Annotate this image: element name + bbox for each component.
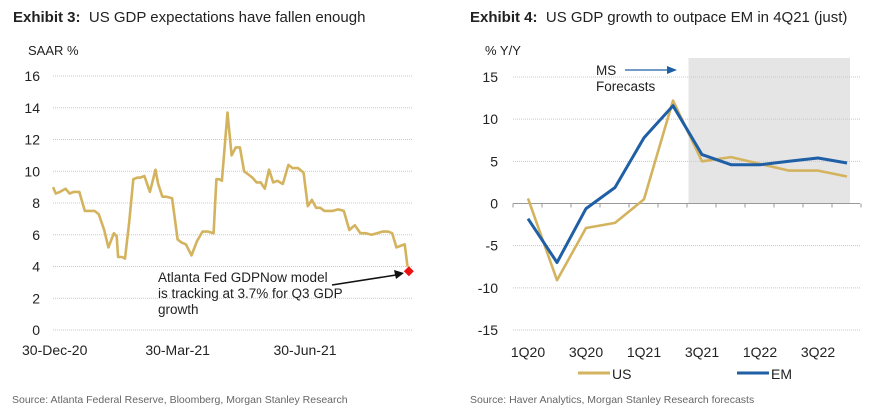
- exhibit4-y-tick-label: -5: [486, 238, 499, 254]
- exhibit3-y-tick-label: 0: [32, 322, 40, 338]
- exhibit3-annotation-arrowhead: [394, 270, 404, 279]
- exhibit4-source: Source: Haver Analytics, Morgan Stanley …: [470, 394, 755, 406]
- exhibit4-chart: -15 -10 -5 0 5 10 15 1Q20 3Q20 1Q21 3Q21 1Q22 3Q22 MS…: [478, 58, 862, 382]
- exhibit4-x-tick-label: 1Q22: [743, 344, 777, 360]
- exhibit4-forecast-arrowhead: [667, 66, 677, 74]
- exhibit4-forecast-label: MS: [596, 63, 616, 78]
- exhibit3-y-tick-label: 6: [32, 227, 40, 243]
- exhibit4-legend-label-em: EM: [771, 366, 792, 382]
- exhibit4-y-tick-label: -15: [478, 322, 498, 338]
- exhibit3-annotation-arrow: [331, 274, 397, 286]
- exhibit3-y-tick-label: 8: [32, 195, 40, 211]
- exhibit3-y-unit: SAAR %: [28, 43, 79, 58]
- exhibit4-y-unit: % Y/Y: [485, 43, 521, 58]
- exhibit3-annotation-line: Atlanta Fed GDPNow model: [158, 270, 328, 285]
- exhibit4-x-tick-label: 3Q21: [685, 344, 719, 360]
- exhibit3-x-tick-label: 30-Dec-20: [22, 342, 88, 358]
- exhibit4-series-em: [526, 104, 848, 264]
- exhibit4-forecast-region: [688, 58, 850, 204]
- exhibit3-y-tick-label: 10: [24, 163, 40, 179]
- exhibit4-x-tick-label: 1Q21: [627, 344, 661, 360]
- exhibit4-forecast-label: Forecasts: [596, 79, 656, 94]
- exhibit4-y-tick-label: -10: [478, 280, 498, 296]
- exhibit4-x-tick-label: 1Q20: [511, 344, 545, 360]
- exhibit3-x-tick-label: 30-Jun-21: [273, 342, 336, 358]
- exhibit4-x-tick-label: 3Q22: [801, 344, 835, 360]
- exhibit4-x-tick-label: 3Q20: [569, 344, 603, 360]
- exhibit3-annotation-line: growth: [158, 302, 199, 317]
- exhibit3-y-tick-label: 12: [24, 132, 40, 148]
- exhibit4-y-tick-label: 5: [490, 153, 498, 169]
- exhibit3-y-tick-label: 16: [24, 68, 40, 84]
- exhibit4-title-text: US GDP growth to outpace EM in 4Q21 (jus…: [545, 9, 848, 26]
- exhibit3-title: Exhibit 3: US GDP expectations have fall…: [13, 9, 365, 26]
- exhibit3-x-tick-label: 30-Mar-21: [145, 342, 210, 358]
- exhibit3-chart: 0 2 4 6 8 10 12 14 16 30-Dec-20 30-Mar-21 30-Jun-21…: [22, 68, 414, 358]
- exhibit4-y-tick-label: 15: [482, 69, 498, 85]
- exhibit3-latest-marker: [403, 266, 414, 277]
- exhibit4-title: Exhibit 4: US GDP growth to outpace EM i…: [470, 9, 847, 26]
- exhibit3-title-text: US GDP expectations have fallen enough: [88, 9, 366, 26]
- exhibit3-label: Exhibit 3:: [13, 9, 81, 26]
- exhibit4-label: Exhibit 4:: [470, 9, 538, 26]
- exhibit4-y-tick-label: 10: [482, 111, 498, 127]
- exhibit4-legend-label-us: US: [612, 366, 631, 382]
- exhibit3-y-tick-label: 4: [32, 259, 40, 275]
- exhibit3-series-line: [51, 111, 409, 267]
- exhibit3-y-tick-label: 14: [24, 100, 40, 116]
- exhibit3-annotation-line: is tracking at 3.7% for Q3 GDP: [158, 286, 343, 301]
- exhibit3-source: Source: Atlanta Federal Reserve, Bloombe…: [12, 394, 348, 406]
- exhibit4-y-tick-label: 0: [490, 196, 498, 212]
- exhibit3-y-tick-label: 2: [32, 290, 40, 306]
